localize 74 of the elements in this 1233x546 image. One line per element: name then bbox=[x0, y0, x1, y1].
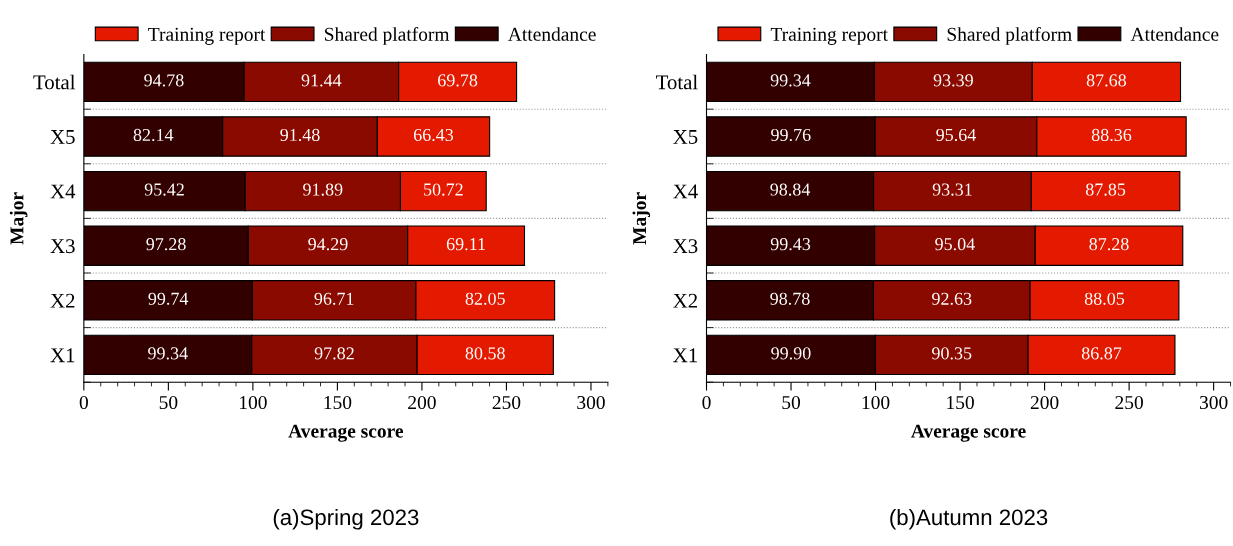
y-tick-label: X2 bbox=[50, 293, 75, 308]
x-tick-label: 50 bbox=[782, 395, 801, 410]
legend-label: Training report bbox=[148, 27, 266, 45]
legend-label: Shared platform bbox=[947, 26, 1072, 45]
data-label: 90.35 bbox=[932, 347, 972, 360]
x-tick-label: 0 bbox=[79, 395, 88, 410]
y-axis-title: Major bbox=[9, 192, 28, 245]
x-tick-label: 250 bbox=[492, 395, 521, 410]
x-tick-label: 300 bbox=[1199, 395, 1228, 410]
x-tick-label: 0 bbox=[702, 395, 711, 410]
data-label: 97.28 bbox=[146, 238, 186, 251]
data-label: 97.82 bbox=[314, 347, 354, 360]
x-tick-label: 200 bbox=[408, 395, 436, 410]
data-label: 80.58 bbox=[465, 347, 505, 360]
y-tick-label: X3 bbox=[50, 239, 75, 254]
y-tick-label: X4 bbox=[673, 184, 698, 199]
data-label: 87.28 bbox=[1089, 238, 1129, 251]
y-tick-label: X3 bbox=[673, 239, 698, 254]
data-label: 91.48 bbox=[280, 128, 320, 142]
x-tick-label: 100 bbox=[240, 395, 267, 410]
y-tick-label: X5 bbox=[50, 130, 75, 144]
legend-label: Training report bbox=[770, 27, 888, 45]
x-tick-label: 150 bbox=[947, 395, 974, 410]
x-tick-label: 100 bbox=[862, 395, 890, 410]
data-label: 95.64 bbox=[936, 128, 977, 142]
data-label: 86.87 bbox=[1081, 347, 1122, 360]
data-label: 91.44 bbox=[301, 74, 342, 87]
data-label: 99.34 bbox=[770, 74, 811, 87]
data-label: 69.11 bbox=[446, 238, 485, 251]
data-label: 91.89 bbox=[303, 183, 343, 196]
data-label: 87.85 bbox=[1085, 183, 1126, 196]
data-label: 95.04 bbox=[935, 238, 975, 251]
data-label: 98.78 bbox=[770, 292, 810, 305]
data-label: 50.72 bbox=[424, 183, 463, 196]
y-tick-label: X5 bbox=[673, 130, 698, 144]
data-label: 94.29 bbox=[308, 238, 348, 251]
legend-label: Shared platform bbox=[325, 26, 450, 45]
y-tick-label: X1 bbox=[50, 348, 75, 363]
data-label: 95.42 bbox=[144, 183, 184, 196]
y-tick-label: X2 bbox=[673, 293, 698, 308]
data-label: 88.05 bbox=[1084, 292, 1125, 305]
x-tick-label: 250 bbox=[1115, 395, 1143, 410]
data-label: 69.78 bbox=[438, 74, 478, 87]
data-label: 87.68 bbox=[1086, 74, 1127, 87]
data-label: 96.71 bbox=[314, 292, 354, 305]
text: (a)Spring 2023 bbox=[273, 508, 419, 530]
data-label: 98.84 bbox=[770, 183, 811, 196]
y-tick-label: X4 bbox=[50, 184, 76, 199]
x-axis-title: Average score bbox=[288, 424, 404, 442]
data-label: 82.14 bbox=[133, 128, 174, 142]
data-label: 94.78 bbox=[144, 74, 184, 87]
data-label: 93.31 bbox=[932, 183, 972, 196]
x-tick-label: 50 bbox=[159, 395, 178, 410]
x-axis-title: Average score bbox=[911, 424, 1026, 442]
x-tick-label: 150 bbox=[324, 395, 352, 410]
legend-label: Attendance bbox=[508, 27, 596, 41]
data-label: 99.74 bbox=[148, 292, 189, 305]
text: (b)Autumn 2023 bbox=[890, 508, 1048, 530]
data-label: 92.63 bbox=[932, 292, 972, 305]
y-axis-title: Major bbox=[632, 192, 651, 245]
y-tick-label: X1 bbox=[673, 348, 697, 363]
data-label: 99.34 bbox=[148, 347, 188, 360]
x-tick-label: 300 bbox=[577, 395, 605, 410]
legend-label: Attendance bbox=[1130, 27, 1219, 41]
data-label: 66.43 bbox=[413, 128, 454, 142]
x-tick-label: 200 bbox=[1030, 395, 1059, 410]
data-label: 99.76 bbox=[771, 128, 811, 142]
y-tick-label: Total bbox=[656, 74, 698, 90]
y-tick-label: Total bbox=[33, 74, 76, 90]
data-label: 93.39 bbox=[933, 74, 973, 87]
data-label: 88.36 bbox=[1091, 128, 1132, 142]
data-label: 99.43 bbox=[770, 238, 811, 251]
data-label: 99.90 bbox=[771, 347, 811, 360]
data-label: 82.05 bbox=[465, 292, 505, 305]
